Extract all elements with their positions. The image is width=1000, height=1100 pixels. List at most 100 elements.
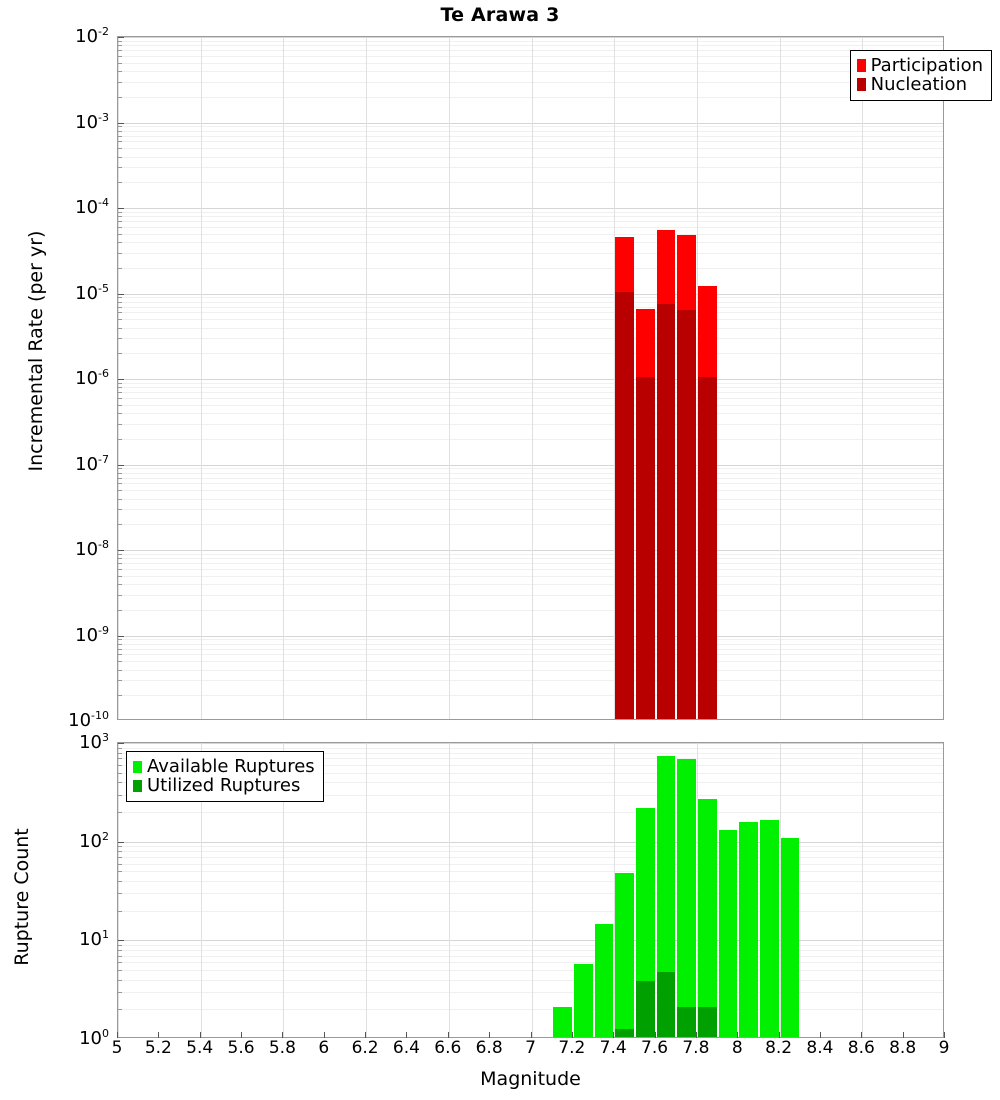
y-axis-tick-label: 10-2 xyxy=(75,25,109,47)
gridline-horizontal xyxy=(118,962,943,964)
bar-utilized xyxy=(677,1007,696,1037)
y-axis-tick-mark xyxy=(118,669,122,671)
y-axis-tick-mark xyxy=(118,893,122,895)
gridline-horizontal xyxy=(118,558,943,560)
legend-swatch-icon xyxy=(133,760,142,773)
y-axis-tick-mark xyxy=(118,1009,122,1011)
gridline-vertical xyxy=(201,37,202,719)
y-axis-tick-mark xyxy=(118,498,122,500)
y-axis-tick-mark xyxy=(118,550,124,551)
bar-nucleation xyxy=(697,377,717,719)
y-axis-tick-mark xyxy=(118,568,122,570)
y-axis-tick-mark xyxy=(118,319,122,321)
bar-available xyxy=(573,963,593,1037)
x-axis-tick-label: 7.2 xyxy=(558,1038,586,1058)
x-axis-tick-mark xyxy=(117,1032,118,1038)
y-axis-tick-mark xyxy=(118,483,122,485)
gridline-horizontal xyxy=(118,955,943,957)
gridline-vertical xyxy=(862,743,863,1037)
gridline-horizontal xyxy=(118,404,943,406)
top-legend: Participation Nucleation xyxy=(849,50,992,102)
gridline-horizontal xyxy=(118,772,943,774)
legend-item-label: Participation xyxy=(870,55,983,76)
y-axis-tick-mark xyxy=(118,413,122,415)
y-axis-tick-mark xyxy=(118,695,122,697)
gridline-horizontal xyxy=(118,575,943,577)
gridline-vertical xyxy=(118,743,119,1037)
y-axis-tick-mark xyxy=(118,306,122,308)
gridline-horizontal xyxy=(118,233,943,235)
gridline-vertical xyxy=(283,37,284,719)
gridline-horizontal xyxy=(118,568,943,570)
y-axis-tick-mark xyxy=(118,563,122,565)
gridline-vertical xyxy=(532,743,533,1037)
gridline-vertical xyxy=(614,37,615,719)
gridline-horizontal xyxy=(118,45,943,47)
bar-available xyxy=(677,758,696,1037)
x-axis-tick-label: 7.8 xyxy=(682,1038,710,1058)
legend-item[interactable]: Nucleation xyxy=(856,74,983,96)
gridline-horizontal xyxy=(118,37,943,38)
gridline-vertical xyxy=(614,743,615,1037)
y-axis-tick-label: 103 xyxy=(79,731,109,753)
bar-available xyxy=(635,807,655,1037)
gridline-horizontal xyxy=(118,148,943,150)
gridline-vertical xyxy=(697,743,698,1037)
gridline-horizontal xyxy=(118,338,943,340)
y-axis-tick-mark xyxy=(118,397,122,399)
gridline-horizontal xyxy=(118,464,943,466)
gridline-horizontal xyxy=(118,472,943,474)
gridline-horizontal xyxy=(118,648,943,650)
y-axis-tick-mark xyxy=(118,392,122,394)
x-axis-tick-label: 5.4 xyxy=(186,1038,214,1058)
bottom-y-axis-ticks: 103 102 101 100 xyxy=(0,731,117,1049)
y-axis-tick-mark xyxy=(118,764,122,766)
y-axis-tick-mark xyxy=(118,122,124,124)
y-axis-tick-mark xyxy=(118,40,122,42)
gridline-horizontal xyxy=(118,841,943,843)
y-axis-tick-mark xyxy=(118,301,122,303)
x-axis-tick-label: 6.4 xyxy=(392,1038,420,1058)
gridline-horizontal xyxy=(118,126,943,128)
gridline-horizontal xyxy=(118,910,943,912)
x-axis-tick-label: 7.4 xyxy=(599,1038,627,1058)
legend-item[interactable]: Utilized Ruptures xyxy=(133,776,315,795)
x-axis-tick-mark xyxy=(158,1032,159,1038)
gridline-horizontal xyxy=(118,871,943,873)
x-axis-tick-mark xyxy=(737,1032,738,1038)
gridline-horizontal xyxy=(118,856,943,858)
legend-item[interactable]: Participation xyxy=(856,55,983,76)
y-axis-tick-mark xyxy=(118,743,124,744)
x-axis-tick-label: 6 xyxy=(318,1038,330,1058)
y-axis-tick-label: 10-4 xyxy=(75,196,109,218)
y-axis-tick-mark xyxy=(118,126,122,128)
gridline-horizontal xyxy=(118,242,943,244)
gridline-vertical xyxy=(532,37,533,719)
gridline-horizontal xyxy=(118,794,943,796)
bar-utilized xyxy=(635,980,655,1037)
y-axis-tick-label: 10-5 xyxy=(75,281,109,304)
y-axis-tick-mark xyxy=(118,979,122,981)
legend-item[interactable]: Available Ruptures xyxy=(133,757,315,776)
y-axis-tick-mark xyxy=(118,752,122,754)
y-axis-tick-mark xyxy=(118,558,122,560)
bar-available xyxy=(780,838,800,1037)
y-axis-tick-mark xyxy=(118,50,122,52)
gridline-horizontal xyxy=(118,216,943,218)
y-axis-tick-mark xyxy=(118,609,122,611)
x-axis-tick-label: 6.2 xyxy=(351,1038,379,1058)
gridline-horizontal xyxy=(118,353,943,355)
y-axis-tick-mark xyxy=(118,944,122,946)
legend-item-label: Nucleation xyxy=(870,74,967,96)
y-axis-tick-mark xyxy=(118,338,122,340)
bar-nucleation xyxy=(656,303,676,719)
gridline-vertical xyxy=(862,37,863,719)
legend-item-label: Utilized Ruptures xyxy=(147,775,301,797)
gridline-horizontal xyxy=(118,940,943,942)
x-axis-tick-label: 8.2 xyxy=(765,1038,793,1058)
gridline-horizontal xyxy=(118,156,943,158)
y-axis-tick-mark xyxy=(118,991,122,993)
bar-available xyxy=(656,756,676,1037)
gridline-horizontal xyxy=(118,267,943,269)
